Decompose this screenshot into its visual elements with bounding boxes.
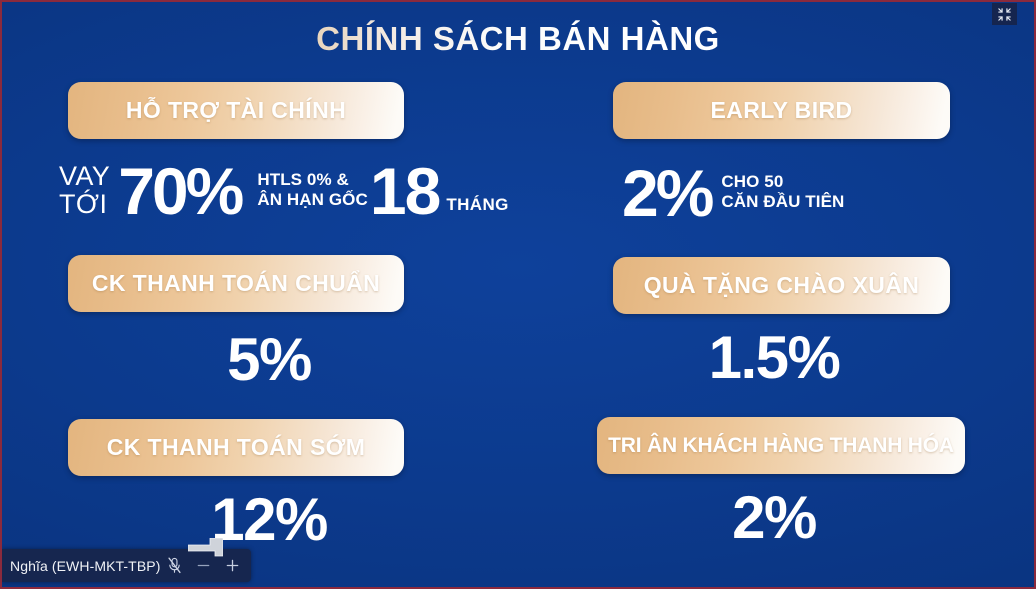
policy-block-loyalty: TRI ÂN KHÁCH HÀNG THANH HÓA 2% [564,417,984,548]
pill-label: QUÀ TẶNG CHÀO XUÂN [643,272,920,298]
loan-prefix-line1: VAY [59,160,111,191]
zoom-out-button[interactable] [196,558,211,573]
policy-block-financial-support: HỖ TRỢ TÀI CHÍNH VAY TỚI 70% HTLS 0% & Â… [59,82,508,228]
grace-note-line2: ÂN HẠN GỐC [257,190,368,209]
policy-block-early-payment-discount: CK THANH TOÁN SỚM 12% [59,419,479,550]
pill-label: HỖ TRỢ TÀI CHÍNH [125,97,347,123]
early-bird-percent-value: 2% [622,156,714,230]
loan-prefix: VAY TỚI [59,162,110,218]
pill-financial-support[interactable]: HỖ TRỢ TÀI CHÍNH [68,82,404,139]
exit-fullscreen-icon [998,7,1011,21]
mouse-cursor [187,537,224,568]
early-payment-discount-value: 12% [211,486,328,553]
pill-loyalty-thanh-hoa[interactable]: TRI ÂN KHÁCH HÀNG THANH HÓA [597,417,965,474]
policy-block-standard-discount: CK THANH TOÁN CHUẨN 5% [59,255,479,390]
standard-discount-value: 5% [227,326,312,393]
participant-name: Nghĩa (EWH-MKT-TBP) [10,557,161,574]
policy-block-early-bird: EARLY BIRD 2% CHO 50 CĂN ĐẦU TIÊN [564,82,984,226]
grace-months-value: 18 [369,154,441,228]
plus-icon [227,559,239,572]
pill-label: EARLY BIRD [710,97,853,123]
grace-months-unit: THÁNG [446,195,509,214]
pill-standard-discount[interactable]: CK THANH TOÁN CHUẨN [68,255,404,312]
mic-muted-icon[interactable] [167,557,182,574]
loyalty-value: 2% [732,484,817,551]
policy-column-right: EARLY BIRD 2% CHO 50 CĂN ĐẦU TIÊN QUÀ TẶ… [564,82,984,548]
cursor-icon [187,537,224,557]
policy-column-left: HỖ TRỢ TÀI CHÍNH VAY TỚI 70% HTLS 0% & Â… [59,82,508,550]
participant-control-bar: Nghĩa (EWH-MKT-TBP) [2,549,252,582]
value-row-financial-support: VAY TỚI 70% HTLS 0% & ÂN HẠN GỐC 18 THÁN… [59,154,508,228]
pill-label: CK THANH TOÁN CHUẨN [91,270,381,296]
loan-prefix-line2: TỚI [59,189,108,219]
page-title: CHÍNH SÁCH BÁN HÀNG [2,20,1034,58]
pill-label: TRI ÂN KHÁCH HÀNG THANH HÓA [608,433,954,457]
spring-gift-value: 1.5% [708,324,841,391]
zoom-in-button[interactable] [225,558,240,573]
exit-fullscreen-button[interactable] [992,3,1017,25]
loan-percent-value: 70% [118,154,244,228]
pill-early-bird[interactable]: EARLY BIRD [613,82,950,139]
pill-label: CK THANH TOÁN SỚM [106,434,366,460]
minus-icon [198,564,210,567]
early-bird-note: CHO 50 CĂN ĐẦU TIÊN [721,172,844,211]
early-bird-note-line2: CĂN ĐẦU TIÊN [721,192,845,211]
policy-block-spring-gift: QUÀ TẶNG CHÀO XUÂN 1.5% [564,257,984,388]
grace-note-line1: HTLS 0% & [257,170,349,190]
early-bird-note-line1: CHO 50 [721,172,784,192]
grace-note: HTLS 0% & ÂN HẠN GỐC [257,170,368,209]
value-row-early-bird: 2% CHO 50 CĂN ĐẦU TIÊN [564,160,984,226]
pill-spring-gift[interactable]: QUÀ TẶNG CHÀO XUÂN [613,257,950,314]
pill-early-payment-discount[interactable]: CK THANH TOÁN SỚM [68,419,404,476]
